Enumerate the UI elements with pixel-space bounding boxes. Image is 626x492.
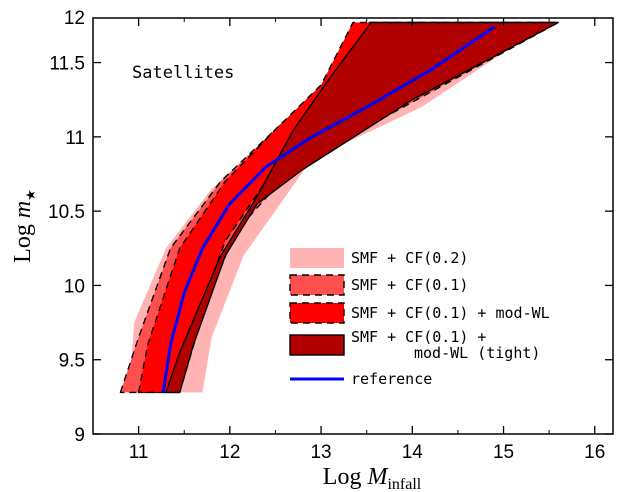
y-axis-label-main: Log xyxy=(10,218,36,263)
x-axis-label-var: M xyxy=(366,464,389,490)
y-tick-label: 9 xyxy=(74,425,85,446)
band-tight xyxy=(165,21,559,394)
legend-swatch-modwl xyxy=(289,302,345,324)
legend-swatch-tight xyxy=(289,334,345,356)
legend-label: SMF + CF(0.1) xyxy=(351,276,468,294)
x-tick-label: 16 xyxy=(584,442,605,463)
y-tick-label: 12 xyxy=(64,8,85,29)
y-tick-label: 11 xyxy=(65,128,85,149)
x-tick-label: 15 xyxy=(493,442,514,463)
legend-swatch-cf02 xyxy=(290,248,344,268)
x-tick-label: 14 xyxy=(402,442,424,463)
x-axis-label: Log Minfall xyxy=(323,464,422,492)
x-tick-label: 12 xyxy=(219,442,240,463)
x-tick-label: 13 xyxy=(310,442,331,463)
legend-label-line2: mod-WL (tight) xyxy=(414,344,540,362)
legend-label: SMF + CF(0.2) xyxy=(351,249,468,267)
axes: 11 12 13 14 15 16 9 9.5 10 10.5 11 11.5 12 xyxy=(48,8,613,463)
plot-frame xyxy=(92,17,614,435)
legend-label: reference xyxy=(351,370,432,388)
y-axis-label-var: m xyxy=(10,201,36,218)
annotation: Satellites xyxy=(132,63,234,83)
y-axis-label: Log m★ xyxy=(10,189,38,263)
legend-label: SMF + CF(0.1) + mod-WL xyxy=(351,304,550,322)
reference-line xyxy=(161,25,496,393)
y-tick-label: 10.5 xyxy=(48,202,85,223)
y-tick-label: 10 xyxy=(64,276,85,297)
y-tick-label: 11.5 xyxy=(49,54,85,75)
legend: SMF + CF(0.2) SMF + CF(0.1) SMF + CF(0.1) … xyxy=(289,248,550,388)
x-axis-label-main: Log xyxy=(323,464,368,490)
bands xyxy=(119,21,559,394)
x-tick-label: 11 xyxy=(129,442,149,463)
y-tick-label: 9.5 xyxy=(59,351,85,372)
legend-label: SMF + CF(0.1) + xyxy=(351,328,486,346)
x-axis-label-sub: infall xyxy=(387,476,421,492)
legend-swatch-cf01 xyxy=(289,274,345,296)
y-axis-label-sub: ★ xyxy=(23,189,38,201)
reference-series-line xyxy=(161,25,496,393)
